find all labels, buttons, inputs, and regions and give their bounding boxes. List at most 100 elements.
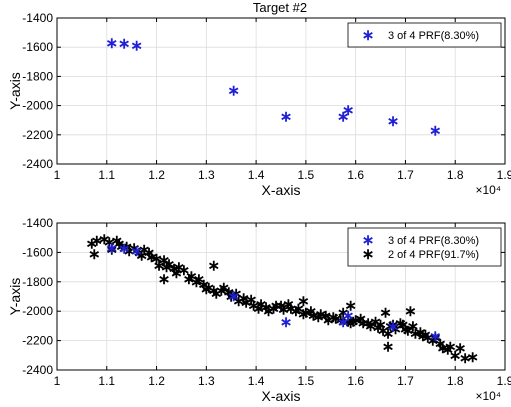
bottom-series-2-point: ∗ (183, 271, 196, 288)
top-y-tick-label: -1600 (22, 40, 53, 54)
bottom-legend-marker-1: ∗ (362, 232, 375, 249)
bottom-series-2-point: ∗ (200, 281, 213, 298)
bottom-series-2-point: ∗ (143, 244, 156, 261)
bottom-series-2-point: ∗ (414, 324, 427, 341)
bottom-series-2-point: ∗ (225, 289, 238, 306)
bottom-series-2-point: ∗ (185, 268, 198, 285)
bottom-series-2-point: ∗ (86, 236, 99, 253)
top-legend-label-1: 3 of 4 PRF(8.30%) (388, 30, 479, 42)
bottom-series-1-point: ∗ (130, 243, 143, 260)
bottom-series-2-point: ∗ (417, 328, 430, 345)
bottom-series-2-point: ∗ (297, 293, 310, 310)
top-x-tick-label: 1.2 (148, 168, 165, 182)
bottom-series-2-point: ∗ (123, 243, 136, 260)
bottom-series-2-point: ∗ (153, 258, 166, 275)
top-y-tick-label: -1400 (22, 11, 53, 25)
top-x-axis-label: X-axis (262, 182, 301, 198)
bottom-series-2-point: ∗ (384, 318, 397, 335)
bottom-series-2-point: ∗ (232, 293, 245, 310)
bottom-series-2-point: ∗ (399, 321, 412, 338)
bottom-series-2-point: ∗ (342, 313, 355, 330)
bottom-y-tick-label: -1800 (22, 275, 53, 289)
bottom-series-2-point: ∗ (454, 340, 467, 357)
top-scatter-plot: 1 1.1 1.2 1.3 1.4 1.5 1.6 1.7 1.8 1.9 -2400 -2200 -2… (7, 11, 511, 198)
bottom-series-2-point: ∗ (429, 330, 442, 347)
bottom-series-2-point: ∗ (255, 296, 268, 313)
bottom-x-tick-label: 1 (54, 374, 61, 388)
bottom-series-2-point: ∗ (389, 321, 402, 338)
bottom-series-2-point: ∗ (427, 333, 440, 350)
bottom-y-tick-label: -2000 (22, 304, 53, 318)
bottom-series-2-point: ∗ (409, 325, 422, 342)
top-y-tick-label: -2200 (22, 128, 53, 142)
bottom-series-2-point: ∗ (404, 303, 417, 320)
top-y-tick-label: -2400 (22, 157, 53, 171)
top-x-tick-label: 1.5 (298, 168, 315, 182)
bottom-series-2-point: ∗ (349, 312, 362, 329)
bottom-series-2-point: ∗ (135, 247, 148, 264)
bottom-x-tick-label: 1.1 (98, 374, 115, 388)
bottom-series-2-point: ∗ (270, 297, 283, 314)
bottom-series-2-point: ∗ (91, 233, 104, 250)
top-x-tick-label: 1.8 (447, 168, 464, 182)
bottom-series-2-point: ∗ (344, 315, 357, 332)
bottom-series-2-point: ∗ (466, 349, 479, 366)
bottom-series-2-point: ∗ (312, 309, 325, 326)
bottom-series-2-point: ∗ (402, 322, 415, 339)
bottom-series-2-point: ∗ (444, 338, 457, 355)
top-series-1-point: ∗ (227, 82, 240, 99)
top-y-tick-label: -1800 (22, 69, 53, 83)
top-series-1-point: ∗ (337, 109, 350, 126)
bottom-series-2-point: ∗ (419, 327, 432, 344)
bottom-series-2-point: ∗ (193, 271, 206, 288)
bottom-series-2-point: ∗ (374, 316, 387, 333)
bottom-series-2-point: ∗ (252, 300, 265, 317)
bottom-series-2-point: ∗ (320, 308, 333, 325)
bottom-series-2-point: ∗ (382, 325, 395, 342)
bottom-series-2-point: ∗ (329, 311, 342, 328)
bottom-series-2-point: ∗ (222, 284, 235, 301)
bottom-series-2-point: ∗ (103, 234, 116, 251)
bottom-x-tick-label: 1.5 (298, 374, 315, 388)
bottom-series-2-point: ∗ (133, 244, 146, 261)
bottom-series-1-point: ∗ (227, 288, 240, 305)
bottom-series-2-point: ∗ (150, 250, 163, 267)
bottom-series-2-point: ∗ (240, 294, 253, 311)
top-x-tick-label: 1 (54, 168, 61, 182)
bottom-series-2-point: ∗ (88, 246, 101, 263)
bottom-y-tick-label: -1400 (22, 216, 53, 230)
bottom-series-2-point: ∗ (292, 300, 305, 317)
bottom-series-2-point: ∗ (158, 252, 171, 269)
bottom-series-2-point: ∗ (115, 239, 128, 256)
bottom-series-2-point: ∗ (334, 312, 347, 329)
bottom-y-tick-label: -2200 (22, 334, 53, 348)
bottom-series-2-point: ∗ (369, 313, 382, 330)
bottom-axes-box (56, 222, 506, 371)
top-x-tick-label: 1.7 (397, 168, 414, 182)
bottom-series-2-point: ∗ (362, 315, 375, 332)
bottom-series-2-point: ∗ (300, 305, 313, 322)
bottom-series-1-point: ∗ (105, 240, 118, 257)
bottom-series-1-point: ∗ (387, 319, 400, 336)
bottom-legend-label-2: 2 of 4 PRF(91.7%) (388, 249, 479, 261)
bottom-x-tick-label: 1.3 (198, 374, 215, 388)
bottom-series-2-point: ∗ (158, 271, 171, 288)
bottom-series-2-point: ∗ (372, 319, 385, 336)
bottom-x-tick-label: 1.4 (248, 374, 265, 388)
bottom-series-2-point: ∗ (160, 259, 173, 276)
top-x-tick-label: 1.4 (248, 168, 265, 182)
bottom-series-2-point: ∗ (354, 311, 367, 328)
bottom-series-2-point: ∗ (245, 291, 258, 308)
bottom-series-1-point: ∗ (280, 314, 293, 331)
bottom-y-tick-label: -2400 (22, 363, 53, 377)
top-series-1-point: ∗ (342, 102, 355, 119)
bottom-series-2-point: ∗ (198, 277, 211, 294)
bottom-series-2-point: ∗ (327, 309, 340, 326)
bottom-series-2-point: ∗ (305, 303, 318, 320)
bottom-series-2-point: ∗ (120, 239, 133, 256)
bottom-series-2-point: ∗ (379, 305, 392, 322)
bottom-series-2-point: ∗ (285, 300, 298, 317)
bottom-series-2-point: ∗ (170, 265, 183, 282)
bottom-legend-marker-2: ∗ (362, 246, 375, 263)
